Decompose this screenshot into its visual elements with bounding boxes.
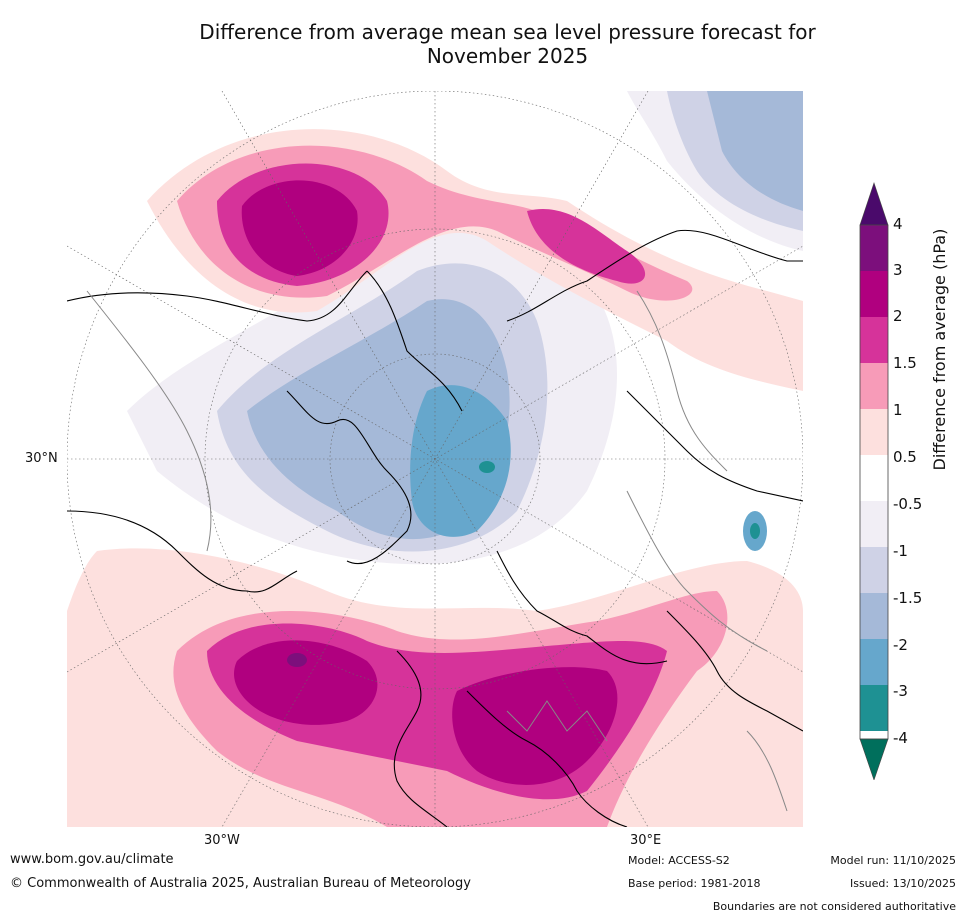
colorbar-tick: -4 — [893, 729, 908, 747]
colorbar — [859, 182, 889, 780]
pressure-anomaly-map — [67, 91, 803, 827]
footer-copyright: © Commonwealth of Australia 2025, Austra… — [10, 876, 471, 891]
coastlines — [67, 229, 803, 827]
title-line-1: Difference from average mean sea level p… — [199, 20, 816, 44]
colorbar-tick: 1.5 — [893, 354, 917, 372]
footer-model: Model: ACCESS-S2 — [628, 854, 730, 867]
colorbar-tick: 1 — [893, 401, 903, 419]
colorbar-tick: 2 — [893, 307, 903, 325]
title-line-2: November 2025 — [426, 44, 589, 68]
longitude-label-30w: 30°W — [204, 833, 240, 848]
colorbar-band-minus1.5-minus1 — [860, 547, 888, 593]
country-borders — [86, 290, 788, 812]
footer-base-period: Base period: 1981-2018 — [628, 877, 761, 890]
anomaly-contours-positive-extreme — [287, 653, 307, 667]
colorbar-band-0.5-1 — [860, 409, 888, 455]
footer-issued: Issued: 13/10/2025 — [849, 877, 956, 890]
colorbar-band-1-1.5 — [860, 363, 888, 409]
colorbar-tick: -1.5 — [893, 589, 923, 607]
chart-title: Difference from average mean sea level p… — [0, 20, 965, 68]
colorbar-tick: 0.5 — [893, 448, 917, 466]
footer-url[interactable]: www.bom.gov.au/climate — [10, 852, 174, 867]
colorbar-band-minus4-minus3 — [860, 685, 888, 731]
latitude-label-30n: 30°N — [25, 451, 58, 466]
colorbar-band-minus2-minus1.5 — [860, 593, 888, 639]
colorbar-band-2-3 — [860, 271, 888, 317]
footer-model-run: Model run: 11/10/2025 — [830, 854, 956, 867]
colorbar-tick: 3 — [893, 261, 903, 279]
anomaly-contours-negative-extreme — [479, 461, 760, 539]
map-svg — [67, 91, 803, 827]
colorbar-over-triangle — [859, 182, 889, 226]
colorbar-band-3-4 — [860, 225, 888, 271]
colorbar-tick: -0.5 — [893, 495, 923, 513]
colorbar-band-minus3-minus2 — [860, 639, 888, 685]
colorbar-band-minus1-minus0.5 — [860, 501, 888, 547]
colorbar-title: Difference from average (hPa) — [930, 228, 949, 471]
colorbar-under-triangle — [859, 738, 889, 780]
colorbar-band-neutral — [860, 455, 888, 501]
colorbar-tick: -1 — [893, 542, 908, 560]
graticule — [67, 91, 803, 827]
anomaly-contours-positive-strong — [234, 180, 618, 785]
footer-disclaimer: Boundaries are not considered authoritat… — [712, 900, 956, 913]
colorbar-tick: -2 — [893, 636, 908, 654]
longitude-label-30e: 30°E — [630, 833, 662, 848]
colorbar-tick: 4 — [893, 215, 903, 233]
colorbar-tick: -3 — [893, 682, 908, 700]
colorbar-band-1.5-2 — [860, 317, 888, 363]
